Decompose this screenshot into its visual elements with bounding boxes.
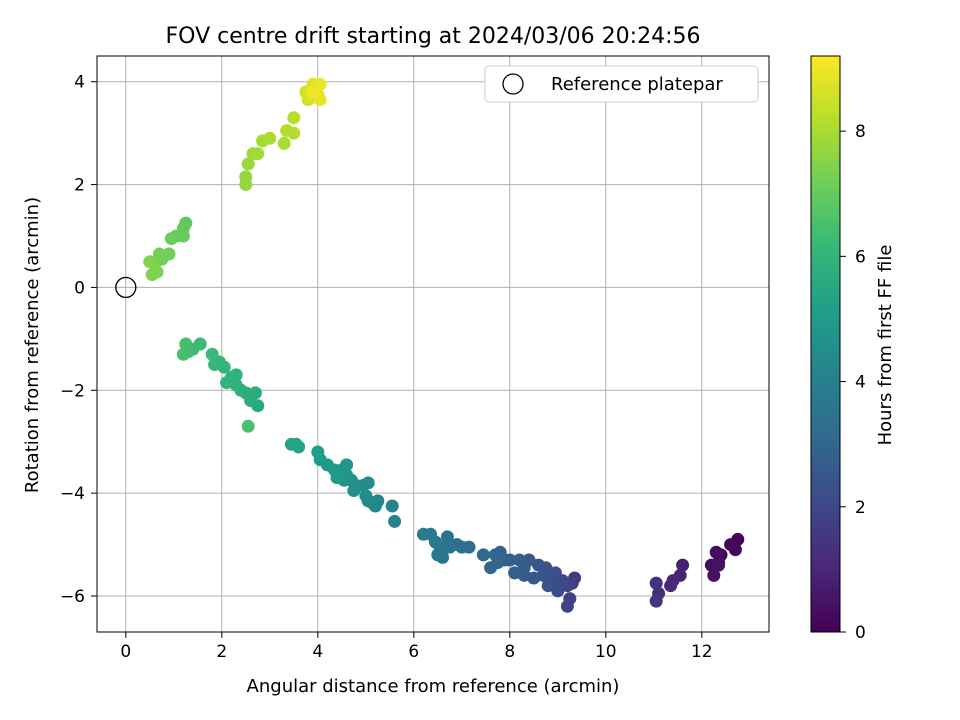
colorbar-tick-label: 0	[855, 623, 866, 643]
data-point	[664, 579, 678, 593]
chart-title: FOV centre drift starting at 2024/03/06 …	[166, 24, 701, 49]
data-point	[649, 594, 663, 608]
data-point	[431, 548, 445, 562]
data-point	[306, 85, 320, 99]
data-point	[205, 347, 219, 361]
data-point	[287, 111, 301, 125]
data-point	[649, 576, 663, 590]
data-point	[251, 147, 265, 161]
data-point	[541, 579, 555, 593]
x-tick-label: 10	[595, 642, 617, 662]
data-point	[560, 599, 574, 613]
x-axis-ticks: 0 2 4 6 8 10 12	[120, 632, 713, 662]
colorbar	[810, 55, 841, 633]
colorbar-label: Hours from first FF file	[875, 245, 896, 446]
colorbar-ticks: 0 2 4 6 8	[840, 122, 866, 643]
x-tick-label: 6	[408, 642, 419, 662]
data-point	[241, 157, 255, 171]
y-tick-label: 4	[74, 73, 85, 93]
x-tick-label: 2	[216, 642, 227, 662]
legend-marker-icon	[502, 73, 524, 95]
data-point	[176, 347, 190, 361]
plot-frame	[96, 55, 770, 633]
y-tick-label: −4	[60, 484, 85, 504]
y-tick-label: 0	[74, 278, 85, 298]
legend: Reference platepar	[484, 65, 759, 103]
data-point	[145, 268, 159, 282]
x-tick-label: 12	[691, 642, 713, 662]
y-axis-label: Rotation from reference (arcmin)	[22, 197, 43, 493]
data-point	[208, 358, 222, 372]
data-point	[416, 527, 430, 541]
data-point	[508, 566, 522, 580]
data-point	[388, 514, 402, 528]
data-point	[287, 126, 301, 140]
y-axis-ticks: −6 −4 −2 0 2 4	[60, 73, 97, 607]
data-point	[707, 568, 721, 582]
colorbar-tick-label: 2	[855, 498, 866, 518]
data-point	[241, 419, 255, 433]
reference-point-marker	[115, 276, 137, 299]
data-point	[532, 558, 546, 572]
data-points	[143, 77, 745, 613]
x-tick-label: 4	[312, 642, 323, 662]
data-point	[143, 255, 157, 269]
data-point	[724, 538, 738, 552]
data-point	[164, 232, 178, 246]
data-point	[179, 337, 193, 351]
y-tick-label: −6	[60, 587, 85, 607]
data-point	[484, 561, 498, 575]
data-point	[512, 553, 526, 567]
data-point	[709, 545, 723, 559]
legend-box	[484, 65, 759, 103]
data-point	[263, 131, 277, 145]
legend-entry-reference: Reference platepar	[551, 74, 723, 95]
data-point	[712, 558, 726, 572]
colorbar-tick-label: 4	[855, 373, 866, 393]
colorbar-tick-label: 6	[855, 247, 866, 267]
grid-lines	[97, 56, 769, 632]
data-point	[311, 445, 325, 459]
data-point	[347, 484, 361, 498]
y-tick-label: 2	[74, 176, 85, 196]
data-point	[488, 548, 502, 562]
x-tick-label: 8	[504, 642, 515, 662]
data-point	[277, 136, 291, 150]
x-tick-label: 0	[120, 642, 131, 662]
data-point	[443, 540, 457, 554]
x-axis-label: Angular distance from reference (arcmin)	[247, 676, 620, 697]
y-tick-label: −2	[60, 381, 85, 401]
data-point	[220, 376, 234, 390]
data-point	[676, 558, 690, 572]
data-point	[359, 489, 373, 503]
data-point	[152, 247, 166, 261]
data-point	[239, 170, 253, 184]
data-point	[385, 499, 399, 513]
colorbar-tick-label: 8	[855, 122, 866, 142]
data-point	[440, 530, 454, 544]
reference-marker	[115, 276, 137, 299]
data-point	[284, 437, 298, 451]
data-point	[476, 548, 490, 562]
